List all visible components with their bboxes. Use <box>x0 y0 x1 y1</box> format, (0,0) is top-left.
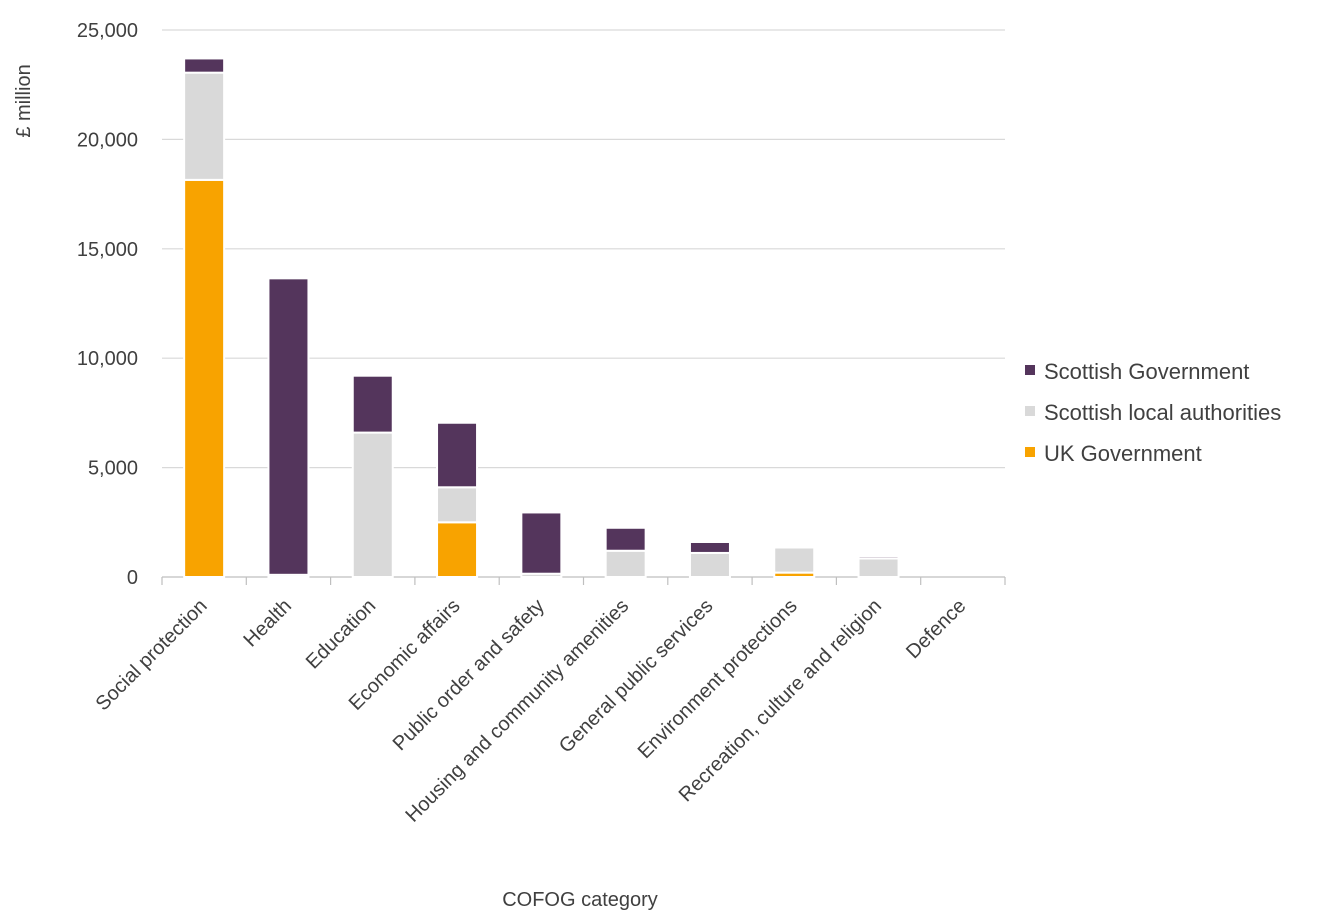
x-tick-label: Environment protections <box>634 595 802 763</box>
y-tick-label: 0 <box>127 567 138 589</box>
bar-segment <box>183 71 226 181</box>
bar-segment <box>773 545 816 549</box>
x-tick-label: Health <box>240 595 296 651</box>
bar-segment <box>183 178 226 579</box>
legend-label: Scottish local authorities <box>1044 400 1281 425</box>
y-tick-label: 20,000 <box>77 129 138 151</box>
bar-segment <box>436 521 479 578</box>
bar-segment <box>688 540 731 554</box>
bar-segment <box>351 374 394 434</box>
x-tick-label: Education <box>302 595 380 673</box>
legend-label: UK Government <box>1044 441 1202 466</box>
bar-segment <box>436 486 479 524</box>
bars-layer <box>183 57 900 579</box>
legend-swatch <box>1025 447 1035 457</box>
legend-label: Scottish Government <box>1044 359 1249 384</box>
y-tick-label: 15,000 <box>77 239 138 261</box>
bar-segment <box>604 549 647 579</box>
x-axis-title: COFOG category <box>502 889 658 910</box>
bar-segment <box>183 57 226 74</box>
bar-segment <box>773 546 816 574</box>
x-tick-label: Public order and safety <box>389 595 549 755</box>
y-axis-title: £ million <box>13 64 35 137</box>
y-tick-label: 10,000 <box>77 348 138 370</box>
bar-segment <box>857 557 900 578</box>
bar-segment <box>604 526 647 552</box>
legend-swatch <box>1025 406 1035 416</box>
x-tick-label: Social protection <box>92 595 212 715</box>
bar-segment <box>857 555 900 560</box>
y-tick-label: 25,000 <box>77 20 138 42</box>
x-axis: Social protection Health EducationEconomic… <box>92 577 1006 827</box>
bar-segment <box>520 511 563 575</box>
bar-segment <box>436 421 479 489</box>
legend-swatch <box>1025 365 1035 375</box>
bar-segment <box>351 431 394 579</box>
bar-segment <box>688 551 731 579</box>
y-axis: 0 5,000 10,000 15,000 20,000 25,000 <box>77 20 138 589</box>
x-tick-label: Defence <box>902 595 970 663</box>
legend: Scottish Government Scottish local author… <box>1025 359 1281 466</box>
y-tick-label: 5,000 <box>88 458 138 480</box>
bar-segment <box>267 277 310 576</box>
x-tick-label: General public services <box>555 595 718 758</box>
